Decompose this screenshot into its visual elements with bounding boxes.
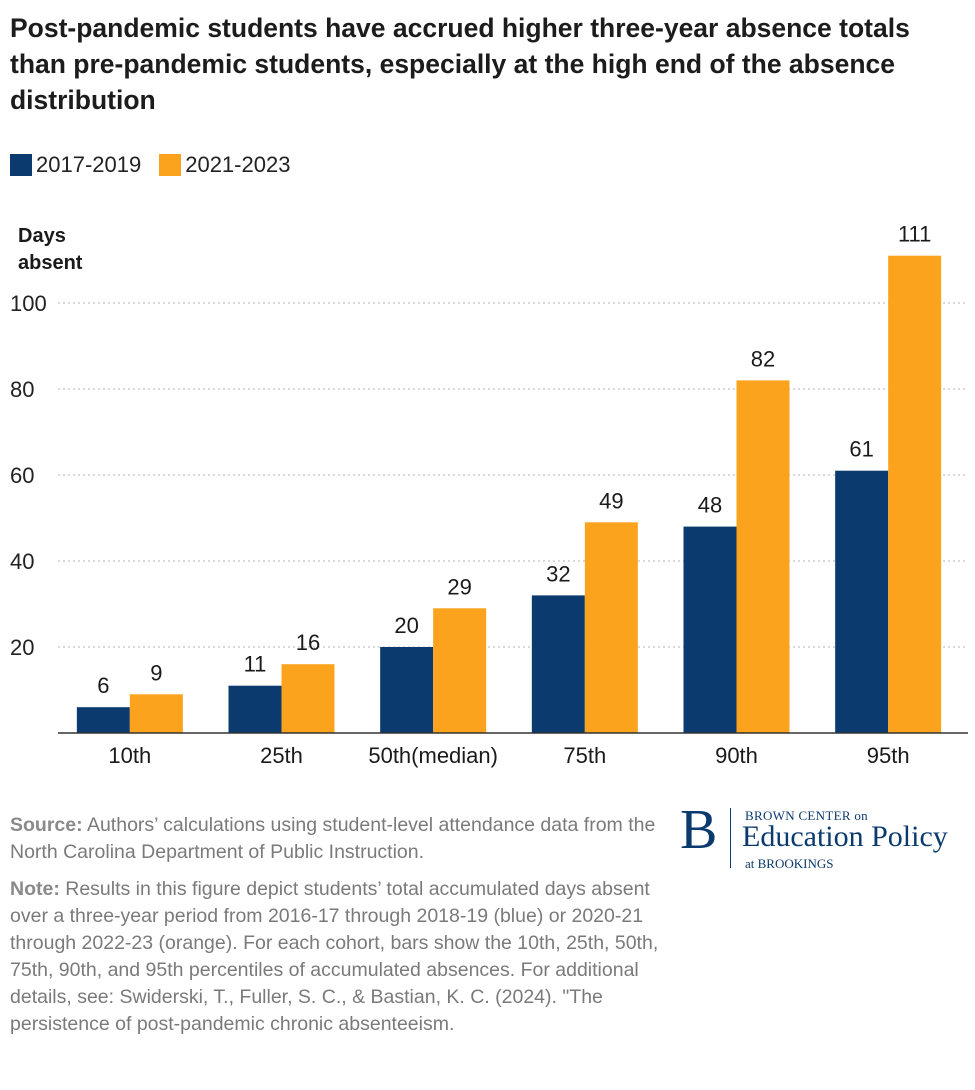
- source-note: Source: Authors’ calculations using stud…: [10, 812, 660, 866]
- bar: [380, 647, 434, 733]
- y-tick-label: 40: [10, 549, 34, 574]
- data-label: 11: [244, 652, 267, 677]
- x-tick-label: 25th: [260, 743, 303, 768]
- bar: [76, 707, 130, 733]
- logo-line-3: at BROOKINGS: [745, 856, 834, 871]
- data-label: 29: [447, 574, 471, 599]
- legend: 2017-2019 2021-2023: [10, 152, 308, 178]
- legend-swatch-2021-2023: [159, 154, 182, 176]
- logo-line-2: Education Policy: [742, 820, 948, 853]
- x-tick-label: 50th(median): [368, 743, 498, 768]
- legend-item-2017-2019: 2017-2019: [10, 152, 141, 178]
- bar: [281, 664, 335, 733]
- bar: [129, 694, 183, 733]
- y-tick-label: 100: [10, 291, 47, 316]
- data-label: 61: [849, 437, 873, 462]
- note-label: Note:: [10, 878, 60, 900]
- data-label: 48: [698, 493, 722, 518]
- data-label: 32: [546, 561, 570, 586]
- logo-divider: [730, 808, 731, 868]
- legend-label-2021-2023: 2021-2023: [185, 152, 291, 177]
- source-text: Authors’ calculations using student-leve…: [10, 814, 656, 863]
- bar: [433, 608, 487, 733]
- bar: [228, 685, 282, 733]
- logo-line-1: BROWN CENTER on: [745, 808, 868, 823]
- note: Note: Results in this figure depict stud…: [10, 876, 660, 1038]
- source-label: Source:: [10, 814, 83, 836]
- bar: [888, 255, 942, 733]
- bar: [683, 526, 737, 733]
- data-label: 82: [751, 346, 775, 371]
- data-label: 16: [296, 630, 320, 655]
- y-tick-label: 20: [10, 635, 34, 660]
- y-tick-label: 60: [10, 463, 34, 488]
- legend-swatch-2017-2019: [10, 154, 32, 176]
- x-tick-label: 95th: [867, 743, 910, 768]
- data-label: 111: [898, 222, 931, 247]
- data-label: 49: [599, 488, 623, 513]
- bar: [835, 470, 889, 733]
- chart-footer: Source: Authors’ calculations using stud…: [10, 812, 660, 1048]
- bar: [531, 595, 585, 733]
- bar: [584, 522, 638, 733]
- legend-label-2017-2019: 2017-2019: [36, 152, 142, 177]
- brown-center-logo: B BROWN CENTER on Education Policy at BR…: [680, 802, 970, 874]
- y-axis-title-line: absent: [18, 252, 83, 274]
- bar: [736, 380, 790, 733]
- chart-title: Post-pandemic students have accrued high…: [10, 13, 910, 115]
- note-text: Results in this figure depict students’ …: [10, 878, 659, 1035]
- data-label: 20: [394, 613, 418, 638]
- x-tick-label: 75th: [563, 743, 606, 768]
- bar-chart: Days absent 20 40 60 80 100 6 9 10th 11 16 25th 20 29 5…: [10, 222, 968, 768]
- data-label: 9: [150, 660, 162, 685]
- y-tick-label: 80: [10, 377, 34, 402]
- x-tick-label: 90th: [715, 743, 758, 768]
- data-label: 6: [97, 673, 109, 698]
- legend-item-2021-2023: 2021-2023: [159, 152, 290, 178]
- y-axis-title-line: Days: [18, 225, 66, 247]
- logo-letter: B: [680, 799, 718, 861]
- x-tick-label: 10th: [108, 743, 151, 768]
